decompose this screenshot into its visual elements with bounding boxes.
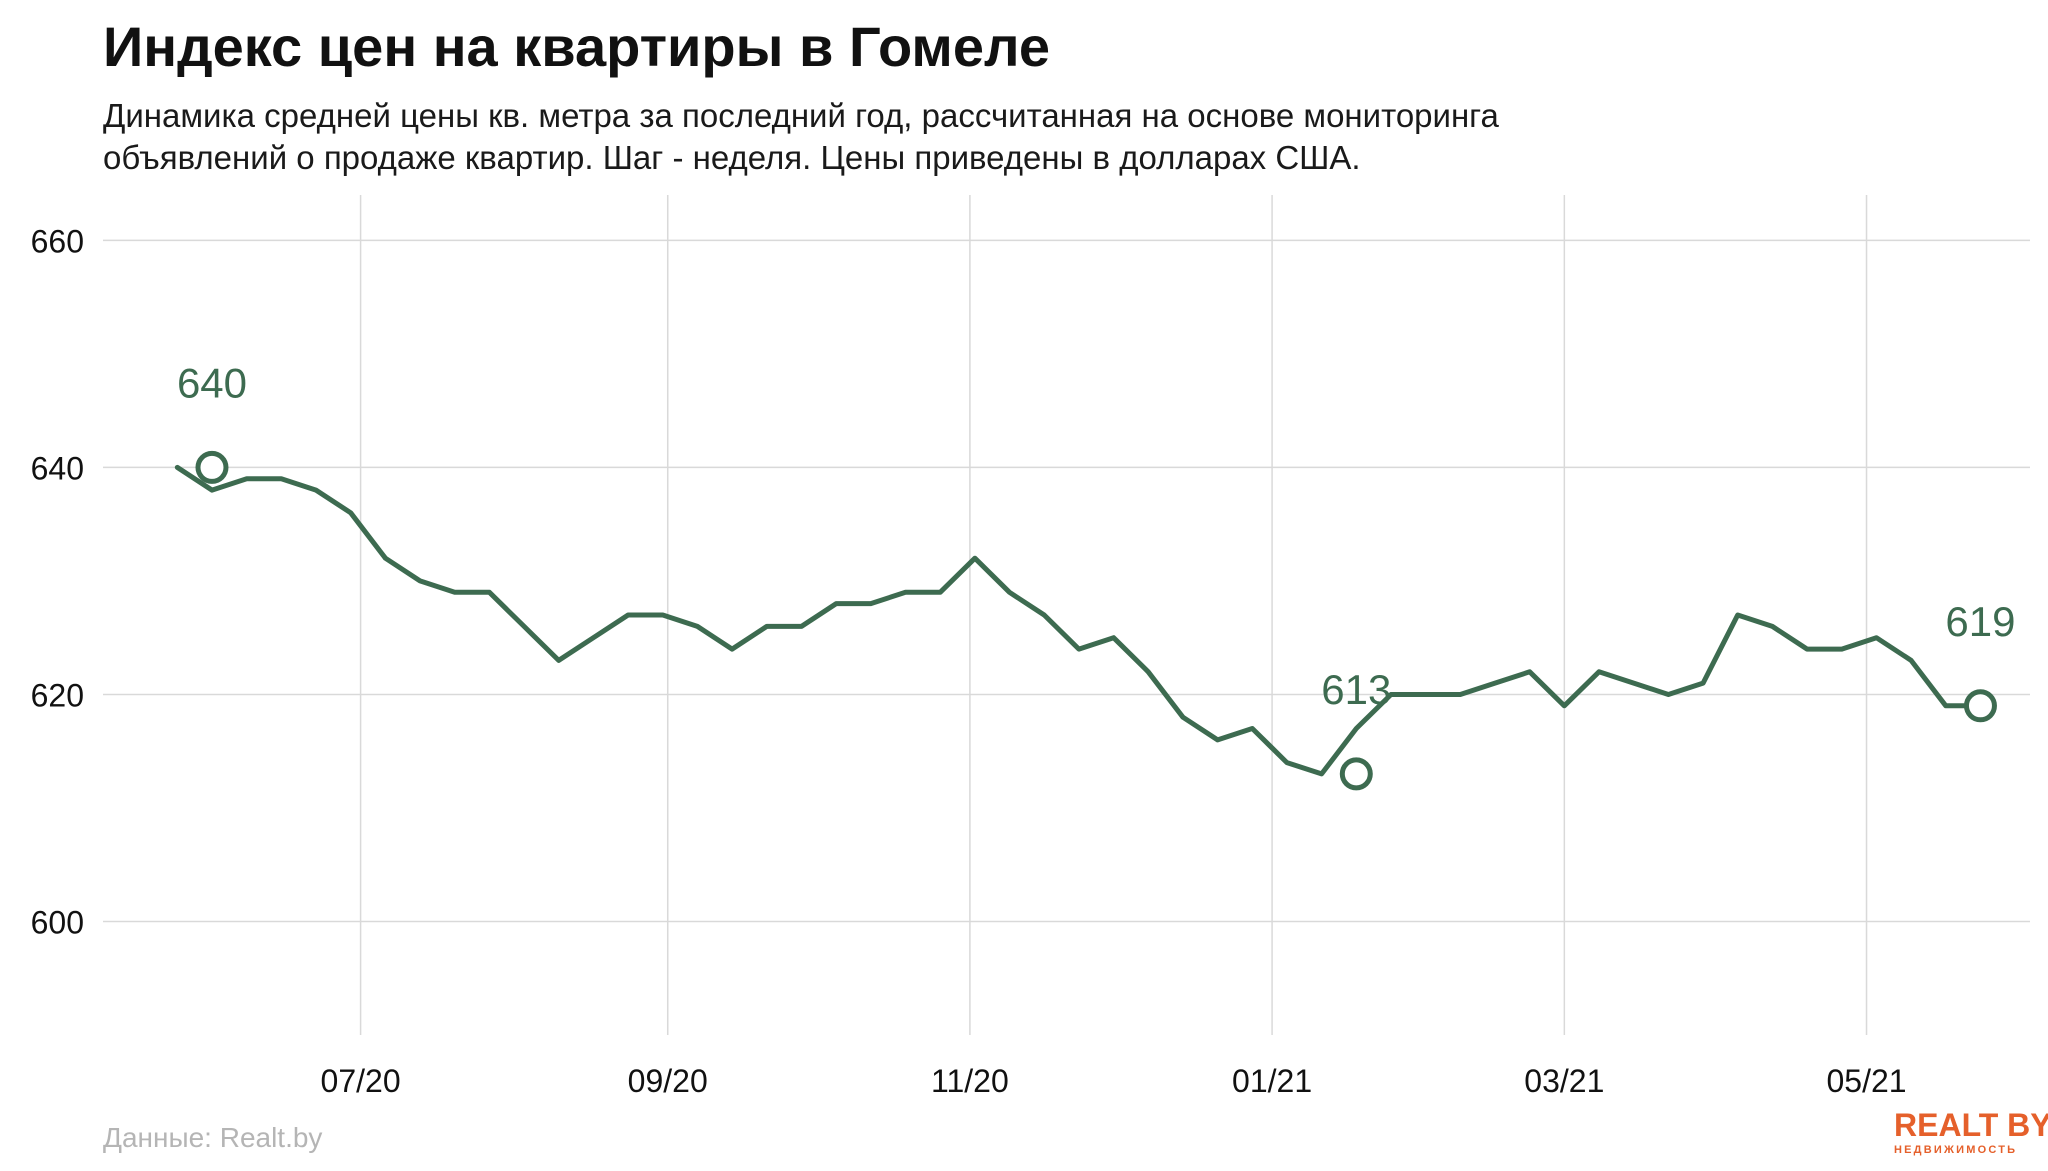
y-tick-label: 620: [31, 677, 84, 713]
series-line: [174, 464, 1983, 777]
logo-tagline: НЕДВИЖИМОСТЬ: [1894, 1144, 2018, 1156]
annotation-label: 619: [1945, 598, 2015, 645]
annotation-marker: [195, 450, 229, 484]
y-tick-label: 660: [31, 223, 84, 259]
annotation-label: 640: [177, 359, 247, 406]
x-tick-label: 05/21: [1826, 1063, 1906, 1099]
annotation-marker: [1963, 689, 1997, 723]
x-tick-label: 03/21: [1524, 1063, 1604, 1099]
annotations: 640 613 619: [177, 359, 2016, 791]
realt-logo[interactable]: REALT BY НЕДВИЖИМОСТЬ: [1894, 1107, 2048, 1164]
y-axis-tick-labels: 600 620 640 660: [31, 223, 84, 940]
gridlines: [103, 195, 2030, 1035]
annotation-label: 613: [1321, 666, 1391, 713]
series: [174, 464, 1983, 777]
x-tick-label: 11/20: [931, 1063, 1009, 1099]
x-tick-label: 07/20: [321, 1063, 401, 1099]
chart-subtitle: Динамика средней цены кв. метра за после…: [103, 95, 1903, 179]
logo-name: REALT BY: [1894, 1107, 2048, 1143]
subtitle-line-2: объявлений о продаже квартир. Шаг - неде…: [103, 139, 1361, 176]
source-note: Данные: Realt.by: [103, 1122, 323, 1153]
subtitle-line-1: Динамика средней цены кв. метра за после…: [103, 97, 1499, 134]
x-tick-label: 09/20: [628, 1063, 708, 1099]
x-axis-tick-labels: 07/20 09/20 11/20 01/21 03/21 05/21: [321, 1063, 1907, 1099]
chart-title: Индекс цен на квартиры в Гомеле: [103, 15, 1050, 78]
y-tick-label: 640: [31, 450, 84, 486]
y-tick-label: 600: [31, 904, 84, 940]
annotation-marker: [1339, 757, 1373, 791]
x-tick-label: 01/21: [1232, 1063, 1312, 1099]
